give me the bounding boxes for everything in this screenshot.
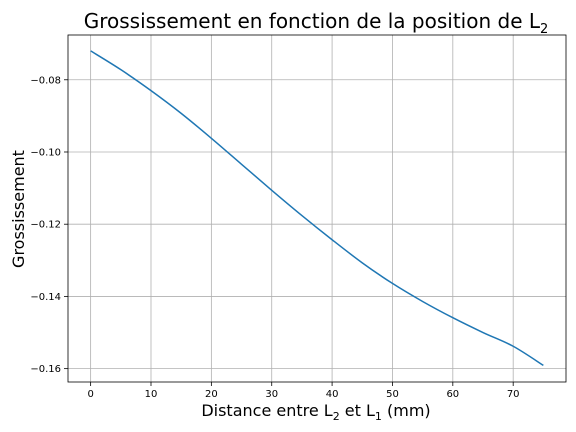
y-tick-label: −0.14 bbox=[30, 292, 61, 303]
x-axis-label-sub: 2 bbox=[333, 410, 340, 423]
y-tick-label: −0.08 bbox=[30, 75, 61, 86]
chart-title: Grossissement en fonction de la position… bbox=[84, 9, 549, 37]
x-tick-label: 20 bbox=[205, 389, 218, 400]
x-axis-label-part: et L bbox=[340, 401, 375, 420]
series-layer bbox=[90, 50, 544, 367]
chart-title-subscript: 2 bbox=[540, 22, 548, 37]
x-axis-label-sub: 1 bbox=[375, 410, 382, 423]
x-tick-label: 40 bbox=[326, 389, 339, 400]
series-line bbox=[90, 50, 544, 367]
y-axis-label: Grossissement bbox=[9, 150, 28, 268]
y-tick-label: −0.12 bbox=[30, 220, 61, 231]
x-axis-label-part: (mm) bbox=[382, 401, 431, 420]
x-tick-label: 0 bbox=[87, 389, 93, 400]
x-tick-label: 50 bbox=[386, 389, 399, 400]
x-axis-label-part: Distance entre L bbox=[201, 401, 332, 420]
y-tick-label: −0.16 bbox=[30, 364, 61, 375]
grid-layer bbox=[68, 35, 566, 382]
x-tick-label: 30 bbox=[265, 389, 278, 400]
chart-title-main: Grossissement en fonction de la position… bbox=[84, 9, 541, 33]
x-axis-label: Distance entre L2 et L1 (mm) bbox=[201, 401, 430, 423]
y-tick-label: −0.10 bbox=[30, 147, 61, 158]
x-tick-label: 70 bbox=[507, 389, 520, 400]
plot-frame bbox=[67, 34, 567, 383]
tick-layer: 0 10 20 30 40 50 60 70 −0.16 −0.14 −0.12 −0.10 −0.08 bbox=[30, 75, 519, 400]
x-tick-label: 60 bbox=[446, 389, 459, 400]
x-tick-label: 10 bbox=[145, 389, 158, 400]
